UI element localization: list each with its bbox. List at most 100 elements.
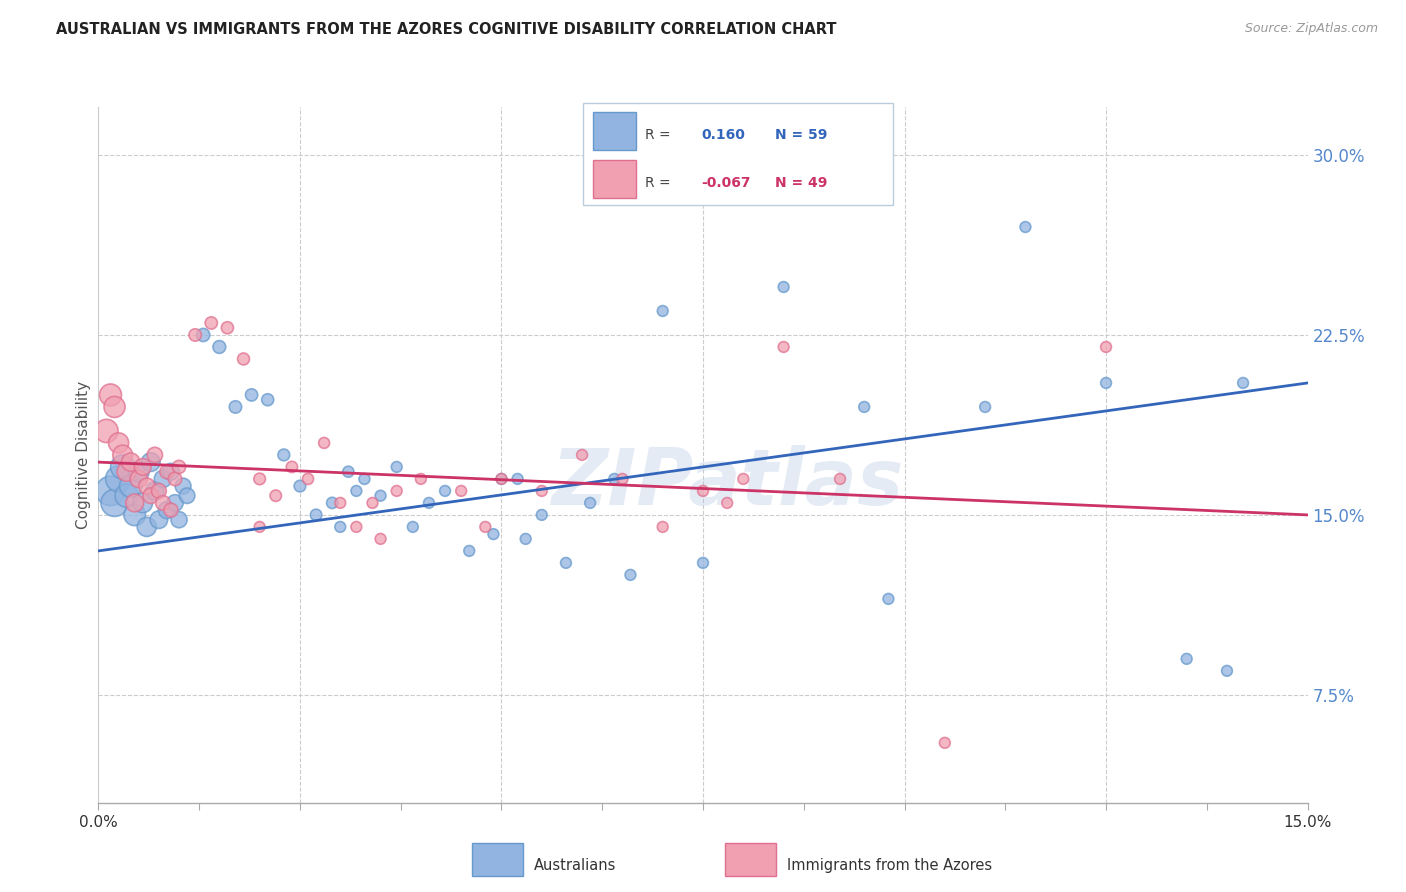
Point (217, 320, 239, 334)
Point (491, 472, 513, 486)
Point (156, 465, 179, 479)
Point (256, 392, 278, 407)
Point (132, 496, 155, 510)
Point (160, 465, 183, 479)
Point (733, 472, 755, 486)
Point (232, 351, 254, 366)
Point (482, 527, 505, 541)
Point (96, 424, 118, 438)
Point (100, 388, 122, 402)
Text: Australians: Australians (534, 858, 617, 873)
Point (571, 448, 593, 462)
Point (515, 532, 537, 546)
Point (772, 340, 794, 354)
Point (163, 496, 186, 510)
Point (344, 520, 367, 534)
Point (167, 513, 190, 527)
Point (321, 496, 343, 510)
Point (163, 472, 186, 486)
Point (506, 472, 529, 486)
Point (555, 556, 578, 570)
Point (184, 328, 207, 343)
Point (385, 459, 408, 474)
Point (651, 304, 673, 318)
FancyBboxPatch shape (583, 103, 893, 205)
Point (156, 503, 179, 517)
Point (1095, 376, 1118, 390)
Point (100, 483, 122, 498)
Point (579, 496, 602, 510)
Point (530, 483, 553, 498)
Point (273, 448, 295, 462)
Point (716, 496, 738, 510)
Point (139, 455, 162, 469)
Text: AUSTRALIAN VS IMMIGRANTS FROM THE AZORES COGNITIVE DISABILITY CORRELATION CHART: AUSTRALIAN VS IMMIGRANTS FROM THE AZORES… (56, 22, 837, 37)
Point (305, 508, 328, 522)
FancyBboxPatch shape (593, 160, 636, 198)
Text: R =: R = (645, 128, 671, 142)
Point (530, 508, 553, 522)
Point (385, 483, 408, 498)
Point (288, 479, 311, 493)
Text: 0.160: 0.160 (702, 128, 745, 142)
Point (603, 472, 626, 486)
Point (409, 472, 432, 486)
Point (474, 520, 496, 534)
Point (418, 496, 440, 510)
Point (249, 472, 271, 486)
Text: -0.067: -0.067 (702, 176, 751, 190)
Point (491, 472, 513, 486)
Point (135, 520, 157, 534)
Point (361, 496, 384, 510)
Point (103, 496, 125, 510)
Point (152, 472, 174, 486)
Point (828, 472, 851, 486)
Text: Source: ZipAtlas.com: Source: ZipAtlas.com (1244, 22, 1378, 36)
Point (450, 483, 472, 498)
FancyBboxPatch shape (725, 843, 776, 876)
Point (224, 400, 246, 414)
Point (264, 489, 287, 503)
Point (143, 483, 166, 498)
Point (458, 544, 481, 558)
Point (208, 340, 231, 354)
FancyBboxPatch shape (593, 112, 636, 150)
Point (329, 496, 352, 510)
Point (402, 520, 425, 534)
Point (1014, 219, 1036, 234)
Point (974, 400, 997, 414)
Point (1095, 340, 1118, 354)
Point (111, 448, 134, 462)
Point (240, 388, 263, 402)
Point (103, 400, 125, 414)
Point (115, 465, 138, 479)
Point (934, 736, 956, 750)
Text: N = 49: N = 49 (775, 176, 828, 190)
Point (124, 508, 146, 522)
Point (160, 503, 183, 517)
Point (249, 520, 271, 534)
Point (152, 496, 174, 510)
Point (120, 455, 142, 469)
Point (107, 436, 129, 450)
Point (281, 459, 304, 474)
Text: ZIPatlas: ZIPatlas (551, 445, 903, 521)
Point (1216, 664, 1239, 678)
Point (370, 489, 392, 503)
Point (337, 465, 360, 479)
Point (193, 328, 215, 343)
Point (1232, 376, 1254, 390)
Point (167, 459, 190, 474)
Point (128, 465, 150, 479)
Text: N = 59: N = 59 (775, 128, 828, 142)
Point (200, 316, 222, 330)
Point (1175, 652, 1198, 666)
Point (619, 567, 641, 582)
Point (353, 472, 375, 486)
Point (107, 472, 129, 486)
Point (612, 472, 634, 486)
Point (143, 448, 166, 462)
Point (772, 280, 794, 294)
Point (148, 513, 170, 527)
Point (115, 489, 138, 503)
